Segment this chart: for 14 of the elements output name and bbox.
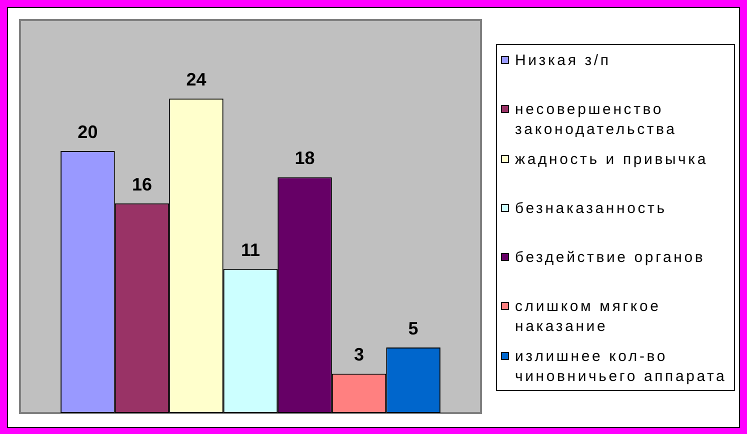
legend-label: Низкая з/п (515, 51, 611, 71)
legend-label: излишнее кол-во чиновничьего аппарата (515, 346, 728, 387)
data-label: 20 (78, 122, 98, 142)
data-label: 11 (240, 240, 260, 260)
legend-label: жадность и привычка (515, 150, 708, 170)
legend-label: безнаказанность (515, 198, 667, 219)
legend-label: слишком мягкое наказание (515, 297, 662, 338)
data-label: 5 (408, 318, 418, 338)
data-label: 18 (294, 148, 315, 168)
legend-label: бездействие органов (515, 248, 706, 268)
legend-label: несовершенство законодательства (515, 100, 678, 140)
data-label: 3 (354, 344, 364, 365)
data-label: 24 (186, 70, 206, 90)
data-label: 16 (132, 174, 152, 194)
